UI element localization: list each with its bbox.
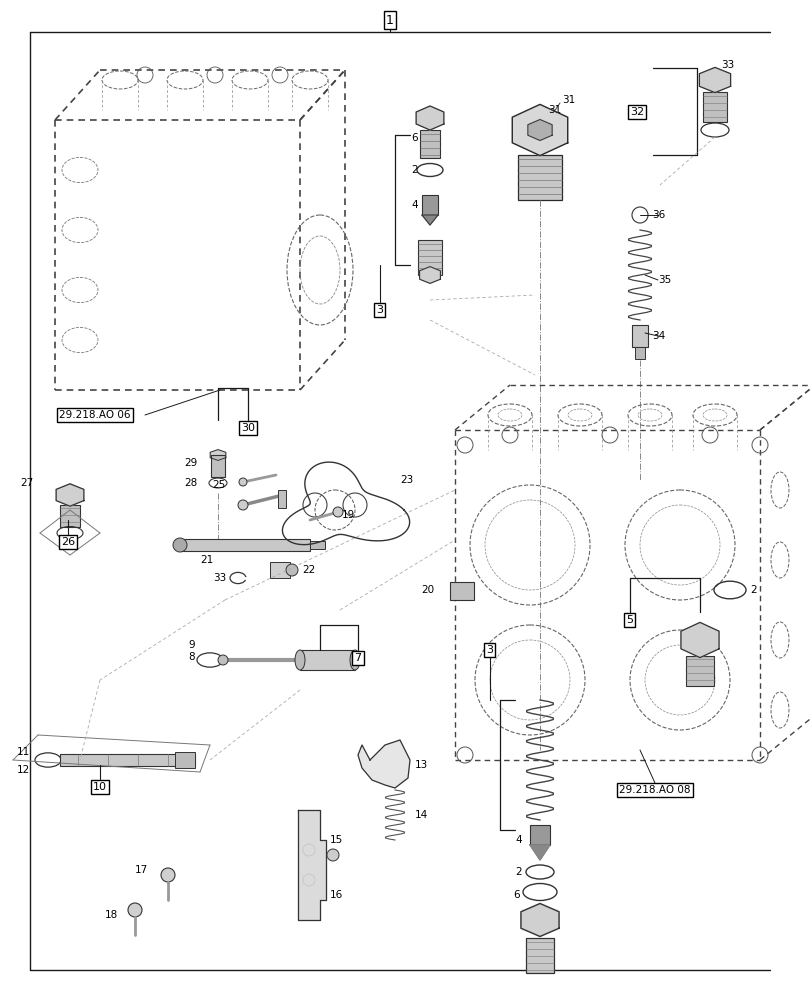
FancyBboxPatch shape	[526, 938, 553, 973]
Text: 31: 31	[547, 105, 560, 115]
FancyBboxPatch shape	[449, 582, 474, 600]
Text: 21: 21	[200, 555, 213, 565]
Polygon shape	[512, 104, 567, 156]
Text: 18: 18	[105, 910, 118, 920]
Text: 34: 34	[651, 331, 664, 341]
Text: 32: 32	[629, 107, 643, 117]
Text: 6: 6	[513, 890, 519, 900]
Text: 33: 33	[212, 573, 225, 583]
Text: 29.218.AO 06: 29.218.AO 06	[59, 410, 131, 420]
Text: 8: 8	[188, 652, 195, 662]
Text: 29.218.AO 08: 29.218.AO 08	[619, 785, 690, 795]
Text: 23: 23	[400, 475, 413, 485]
Text: 3: 3	[376, 305, 383, 315]
Text: 35: 35	[657, 275, 671, 285]
Text: 20: 20	[420, 585, 433, 595]
FancyBboxPatch shape	[517, 155, 561, 200]
FancyBboxPatch shape	[310, 541, 324, 549]
Polygon shape	[210, 450, 225, 460]
FancyBboxPatch shape	[60, 505, 80, 527]
Text: 6: 6	[411, 133, 418, 143]
Polygon shape	[527, 120, 551, 141]
Text: 3: 3	[486, 645, 493, 655]
Text: 2: 2	[749, 585, 756, 595]
Ellipse shape	[294, 650, 305, 670]
Polygon shape	[56, 484, 84, 506]
Ellipse shape	[303, 874, 315, 886]
Ellipse shape	[350, 650, 359, 670]
FancyBboxPatch shape	[419, 130, 440, 158]
Text: 4: 4	[411, 200, 418, 210]
Text: 13: 13	[414, 760, 427, 770]
Text: 9: 9	[188, 640, 195, 650]
Ellipse shape	[238, 500, 247, 510]
Text: 1: 1	[385, 14, 393, 27]
FancyBboxPatch shape	[270, 562, 290, 578]
Ellipse shape	[173, 538, 187, 552]
FancyBboxPatch shape	[418, 240, 441, 275]
FancyBboxPatch shape	[60, 754, 195, 766]
Polygon shape	[680, 622, 719, 658]
Ellipse shape	[327, 849, 338, 861]
FancyBboxPatch shape	[702, 92, 726, 122]
Ellipse shape	[285, 564, 298, 576]
Polygon shape	[358, 740, 410, 788]
Text: 24: 24	[212, 467, 225, 477]
Text: 19: 19	[341, 510, 355, 520]
Text: 4: 4	[515, 835, 521, 845]
FancyBboxPatch shape	[211, 455, 225, 477]
Ellipse shape	[238, 478, 247, 486]
Text: 29: 29	[185, 458, 198, 468]
Text: 10: 10	[93, 782, 107, 792]
Text: 17: 17	[135, 865, 148, 875]
Text: 2: 2	[411, 165, 418, 175]
Text: 7: 7	[354, 653, 361, 663]
Polygon shape	[530, 845, 549, 860]
Text: 11: 11	[17, 747, 30, 757]
FancyBboxPatch shape	[685, 656, 713, 686]
Text: 36: 36	[651, 210, 664, 220]
Text: 28: 28	[185, 478, 198, 488]
Text: 2: 2	[515, 867, 521, 877]
Ellipse shape	[217, 655, 228, 665]
FancyBboxPatch shape	[299, 650, 354, 670]
Ellipse shape	[303, 844, 315, 856]
Text: 22: 22	[302, 565, 315, 575]
Polygon shape	[298, 810, 325, 920]
FancyBboxPatch shape	[634, 347, 644, 359]
Text: 30: 30	[241, 423, 255, 433]
Ellipse shape	[128, 903, 142, 917]
FancyBboxPatch shape	[631, 325, 647, 347]
Ellipse shape	[333, 507, 342, 517]
Polygon shape	[422, 215, 437, 225]
Text: 5: 5	[626, 615, 633, 625]
Polygon shape	[698, 67, 730, 93]
FancyBboxPatch shape	[530, 825, 549, 845]
FancyBboxPatch shape	[277, 490, 285, 508]
FancyBboxPatch shape	[422, 195, 437, 215]
Polygon shape	[419, 267, 440, 283]
Text: 26: 26	[61, 537, 75, 547]
FancyBboxPatch shape	[180, 539, 310, 551]
Polygon shape	[415, 106, 444, 130]
FancyBboxPatch shape	[175, 752, 195, 768]
Text: 16: 16	[329, 890, 343, 900]
Text: 31: 31	[561, 95, 574, 105]
Text: 15: 15	[329, 835, 343, 845]
Text: 14: 14	[414, 810, 427, 820]
Text: 33: 33	[720, 60, 733, 70]
Ellipse shape	[161, 868, 175, 882]
Text: 12: 12	[17, 765, 30, 775]
Text: 25: 25	[212, 480, 225, 490]
Polygon shape	[521, 903, 558, 936]
Text: 27: 27	[20, 478, 33, 488]
